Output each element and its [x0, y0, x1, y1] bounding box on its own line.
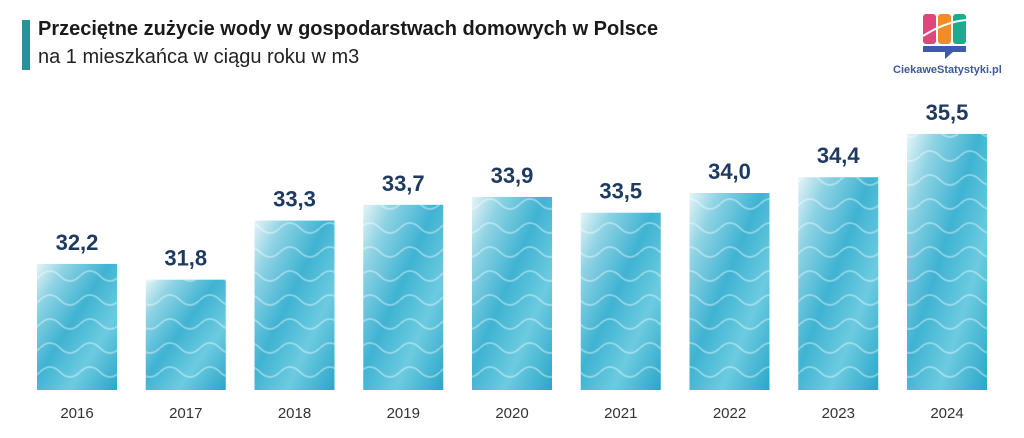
- logo-text: CiekaweStatystyki.pl: [893, 64, 1002, 76]
- data-label: 35,5: [926, 100, 969, 125]
- data-label: 33,7: [382, 171, 425, 196]
- bar-texture: [363, 204, 444, 390]
- bar-texture: [472, 196, 552, 390]
- bar-texture: [798, 177, 879, 390]
- logo-icon: [922, 14, 967, 59]
- data-label: 31,8: [164, 246, 207, 271]
- data-label: 32,2: [56, 230, 99, 255]
- bar-texture: [907, 133, 987, 390]
- x-tick-label: 2017: [169, 405, 202, 422]
- title-accent-bar: [22, 20, 30, 70]
- x-tick-label: 2022: [713, 405, 746, 422]
- x-tick-label: 2019: [387, 405, 420, 422]
- chart-subtitle: na 1 mieszkańca w ciągu roku w m3: [38, 46, 360, 68]
- data-label: 33,3: [273, 187, 316, 212]
- x-tick-label: 2023: [822, 405, 855, 422]
- bar-texture: [37, 263, 117, 390]
- bar-texture: [145, 279, 226, 390]
- data-label: 33,5: [599, 179, 642, 204]
- data-label: 33,9: [491, 163, 534, 188]
- x-tick-label: 2024: [930, 405, 963, 422]
- bar-texture: [254, 220, 335, 390]
- x-tick-label: 2020: [495, 405, 528, 422]
- bar-texture: [689, 193, 770, 390]
- x-tick-label: 2021: [604, 405, 637, 422]
- x-tick-label: 2018: [278, 405, 311, 422]
- bar-texture: [580, 212, 661, 390]
- data-label: 34,4: [817, 143, 861, 168]
- data-label: 34,0: [708, 159, 751, 184]
- x-tick-label: 2016: [60, 405, 93, 422]
- chart-title: Przeciętne zużycie wody w gospodarstwach…: [38, 18, 659, 40]
